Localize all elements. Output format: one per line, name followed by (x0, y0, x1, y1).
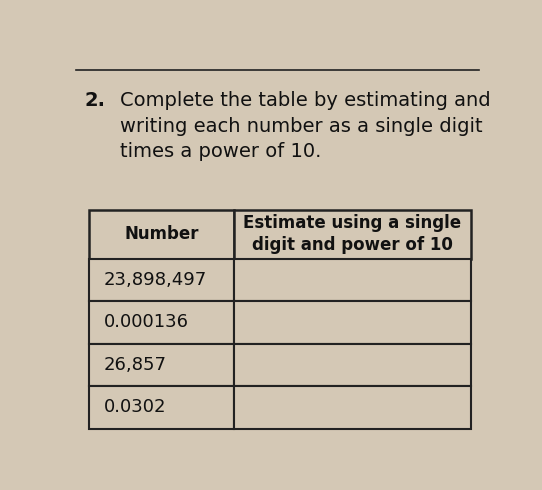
Text: Estimate using a single
digit and power of 10: Estimate using a single digit and power … (243, 214, 462, 254)
Polygon shape (89, 386, 234, 429)
Polygon shape (234, 259, 471, 301)
Text: 23,898,497: 23,898,497 (104, 271, 207, 289)
Polygon shape (234, 301, 471, 343)
Text: Complete the table by estimating and
writing each number as a single digit
times: Complete the table by estimating and wri… (120, 91, 491, 161)
Polygon shape (89, 343, 234, 386)
Polygon shape (89, 301, 234, 343)
Text: 26,857: 26,857 (104, 356, 166, 374)
Polygon shape (234, 343, 471, 386)
Polygon shape (89, 259, 234, 301)
Polygon shape (89, 210, 234, 259)
Polygon shape (234, 210, 471, 259)
Text: Number: Number (124, 225, 198, 243)
Text: 2.: 2. (85, 91, 106, 110)
Polygon shape (234, 386, 471, 429)
Text: 0.000136: 0.000136 (104, 314, 189, 331)
Text: 0.0302: 0.0302 (104, 398, 166, 416)
